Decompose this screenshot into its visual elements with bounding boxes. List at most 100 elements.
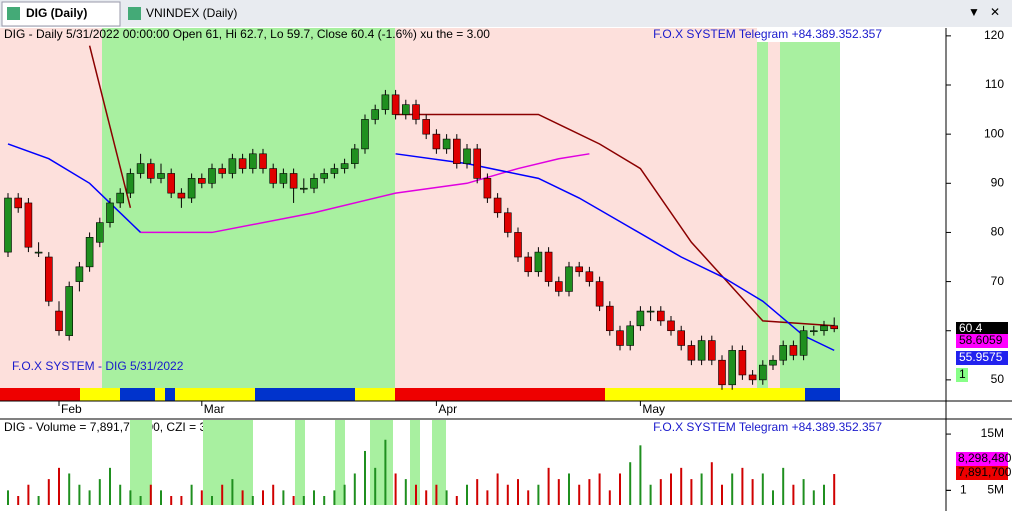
candle-body [728,350,737,386]
strip [355,388,395,401]
strip [395,388,605,401]
strip [80,388,120,401]
candle-body [44,256,53,302]
price-label-box [956,334,1008,348]
candle-body [799,330,808,356]
month-label: May [642,402,665,416]
price-label: 55.9575 [959,350,1003,364]
price-info: DIG - Daily 5/31/2022 00:00:00 Open 61, … [4,27,490,41]
candle-body [779,345,788,361]
zone [102,28,395,388]
indicator-line [395,113,835,327]
tab-bar [0,0,1012,27]
tab-label[interactable]: DIG (Daily) [26,6,87,20]
volume-zone [203,420,253,505]
candle-body [595,281,604,307]
tab-icon [128,7,141,20]
candle-body [218,168,226,174]
candle-body [289,173,298,189]
indicator-line [140,153,590,234]
candle-body [371,109,380,120]
zone [768,42,780,388]
candle-body [381,94,390,110]
y-tick-label: 90 [991,175,1005,189]
volume-zone [335,420,345,505]
candle-body [177,192,186,199]
candle-body [769,359,777,366]
candle-body [616,330,624,346]
candle-body [340,163,349,169]
candle-body [738,350,747,376]
candle-body [687,345,696,361]
candle-body [401,104,410,115]
candle-body [575,266,584,273]
volume-zone [370,420,393,505]
candle-body [585,271,594,282]
tab-active[interactable] [1,1,121,27]
zone [757,42,768,388]
zone [780,42,840,388]
candle-body [452,138,461,164]
candle-body [789,345,798,356]
candle-body [238,158,247,169]
tab-icon [7,7,20,20]
candle-body [330,168,339,174]
volume-zone [295,420,305,505]
strip [175,388,255,401]
candle-body [565,266,573,292]
candle-body [249,153,257,169]
candle-body [646,310,655,313]
volume-label: 7,891,700 [958,465,1012,479]
candle-body [228,158,237,174]
y-tick-label: 1 [960,483,967,497]
volume-info: DIG - Volume = 7,891,700.00, CZI = 3.00 [4,420,223,434]
price-label-box [956,322,1008,336]
candle-body [96,222,104,243]
y-tick-label: 70 [991,274,1005,288]
candle-body [299,187,308,190]
brand: F.O.X SYSTEM Telegram +84.389.352.357 [653,420,882,434]
tab-arrow[interactable]: ▼ [968,5,980,19]
y-tick-label: 5M [987,483,1004,497]
candle-body [75,266,84,282]
candle-body [422,119,431,135]
brand: F.O.X SYSTEM Telegram +84.389.352.357 [653,27,882,41]
candle-body [198,178,206,184]
y-tick-label: 110 [985,77,1004,91]
price-label: 1 [959,367,966,381]
indicator-line [395,153,835,352]
month-label: Mar [204,402,225,416]
y-tick-label: 120 [984,28,1004,42]
candle-body [605,305,614,332]
candle-body [24,202,33,248]
candle-body [707,340,716,361]
strip [805,388,840,401]
strip [120,388,155,401]
price-label-box [956,368,968,382]
candle-body [147,163,155,179]
indicator-line [88,45,132,209]
volume-label-box [956,466,1008,480]
candle-body [809,330,818,333]
candle-body [259,153,267,169]
candle-body [412,104,420,120]
tab-label[interactable]: VNINDEX (Daily) [146,6,237,20]
candle-body [126,173,135,194]
candle-body [14,197,22,209]
close-button[interactable]: ✕ [990,5,1000,19]
candle-body [320,173,329,179]
candle-body [748,374,757,381]
candle-body [534,251,543,273]
volume-zone [410,420,420,505]
price-label-box [956,351,1008,365]
indicator-line [7,143,142,233]
strip [165,388,175,401]
candle-body [65,286,73,336]
candle-body [34,251,43,254]
candle-body [503,212,512,233]
volume-label-box [956,452,1008,466]
candle-body [718,359,726,386]
strip [255,388,355,401]
y-tick-label: 80 [991,225,1005,239]
candle-body [473,148,482,179]
